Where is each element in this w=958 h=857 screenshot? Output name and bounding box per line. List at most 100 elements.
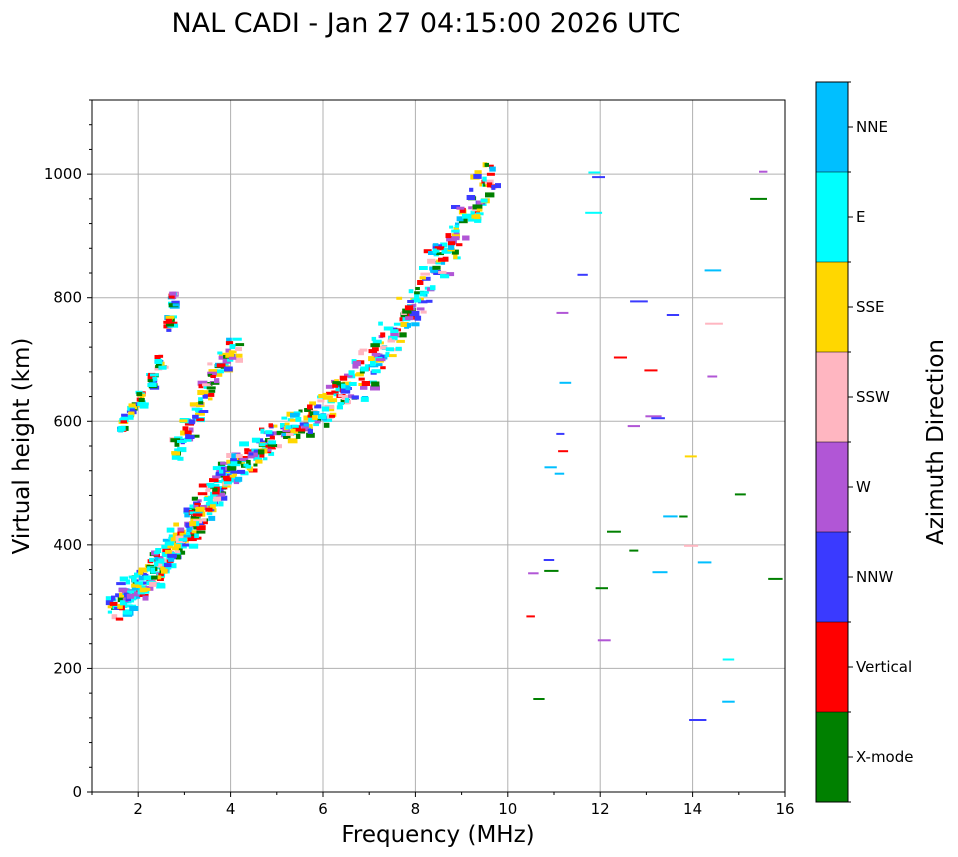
echo-mark (329, 414, 336, 418)
echo-mark (339, 402, 345, 406)
echo-mark (126, 593, 135, 599)
echo-mark (203, 497, 212, 502)
echo-mark (210, 375, 216, 378)
echo-mark (697, 561, 712, 564)
echo-mark (129, 408, 135, 414)
echo-mark (491, 184, 496, 190)
echo-mark (317, 414, 326, 419)
echo-mark (157, 359, 163, 365)
echo-mark (430, 268, 438, 273)
echo-mark (128, 411, 135, 417)
echo-mark (205, 507, 213, 512)
echo-mark (124, 592, 129, 598)
echo-mark (128, 414, 134, 420)
x-tick-label: 16 (775, 800, 794, 818)
echo-mark (165, 318, 172, 322)
echo-mark (142, 595, 149, 601)
echo-mark (188, 427, 194, 433)
echo-mark (438, 257, 446, 262)
echo-mark (342, 381, 352, 386)
echo-mark (371, 352, 381, 356)
echo-mark (155, 364, 162, 367)
echo-mark (722, 700, 735, 703)
echo-mark (246, 459, 251, 465)
x-tick-label: 8 (411, 800, 421, 818)
echo-mark (409, 311, 420, 316)
echo-mark (255, 459, 263, 464)
echo-mark (119, 592, 127, 598)
echo-mark (184, 430, 192, 435)
echo-mark (193, 521, 200, 527)
echo-mark (170, 438, 181, 443)
echo-mark (456, 243, 463, 247)
echo-mark (195, 506, 205, 512)
echo-mark (186, 527, 193, 533)
echo-mark (285, 425, 292, 430)
echo-mark (162, 538, 170, 542)
echo-mark (210, 493, 220, 499)
echo-mark (432, 243, 439, 247)
echo-mark (117, 597, 127, 603)
echo-mark (222, 475, 230, 480)
y-axis-label: Virtual height (km) (9, 338, 35, 555)
echo-mark (257, 449, 265, 455)
echo-mark (344, 373, 353, 378)
echo-mark (585, 211, 603, 214)
echo-mark (451, 205, 461, 209)
echo-mark (177, 440, 187, 443)
y-tick-label: 800 (53, 289, 82, 307)
echo-mark (139, 575, 145, 581)
echo-mark (378, 321, 383, 326)
colorbar-tick-label: SSW (856, 388, 890, 406)
echo-mark (205, 488, 211, 492)
echo-mark (352, 363, 359, 369)
echo-mark (376, 358, 386, 362)
echo-mark (177, 447, 187, 453)
echo-mark (322, 392, 327, 396)
echo-mark (462, 213, 472, 219)
echo-mark (116, 582, 126, 586)
echo-mark (244, 448, 250, 452)
echo-mark (153, 561, 159, 567)
echo-mark (447, 244, 455, 250)
echo-mark (414, 315, 422, 321)
echo-mark (370, 361, 376, 366)
echo-mark (216, 363, 226, 368)
colorbar-tick-label: NNE (856, 118, 888, 136)
echo-mark (105, 600, 114, 606)
echo-mark (445, 233, 452, 239)
echo-mark (371, 336, 377, 341)
echo-mark (368, 349, 378, 354)
echo-mark (147, 374, 153, 380)
echo-mark (486, 182, 493, 188)
echo-mark (208, 515, 216, 521)
echo-mark (198, 483, 207, 488)
echo-mark (105, 596, 116, 601)
echo-mark (750, 197, 767, 200)
echo-mark (171, 546, 179, 551)
echo-mark (216, 492, 226, 497)
echo-mark (223, 481, 232, 485)
echo-mark (191, 496, 198, 501)
echo-mark (266, 448, 272, 452)
echo-mark (174, 436, 183, 440)
echo-mark (198, 410, 209, 413)
echo-mark (232, 472, 237, 476)
echo-mark (449, 236, 460, 241)
echo-mark (226, 473, 232, 478)
echo-mark (172, 303, 179, 307)
echo-mark (404, 305, 414, 311)
echo-mark (314, 404, 322, 409)
echo-mark (172, 532, 177, 538)
echo-mark (314, 420, 321, 424)
echo-mark (183, 437, 192, 442)
echo-mark (243, 463, 249, 467)
echo-mark (359, 348, 368, 352)
y-tick-label: 1000 (44, 165, 82, 183)
echo-mark (303, 423, 309, 427)
echo-mark (436, 252, 444, 256)
echo-mark (136, 585, 142, 588)
echo-mark (434, 246, 445, 251)
echo-mark (111, 595, 116, 601)
echo-mark (269, 435, 275, 440)
